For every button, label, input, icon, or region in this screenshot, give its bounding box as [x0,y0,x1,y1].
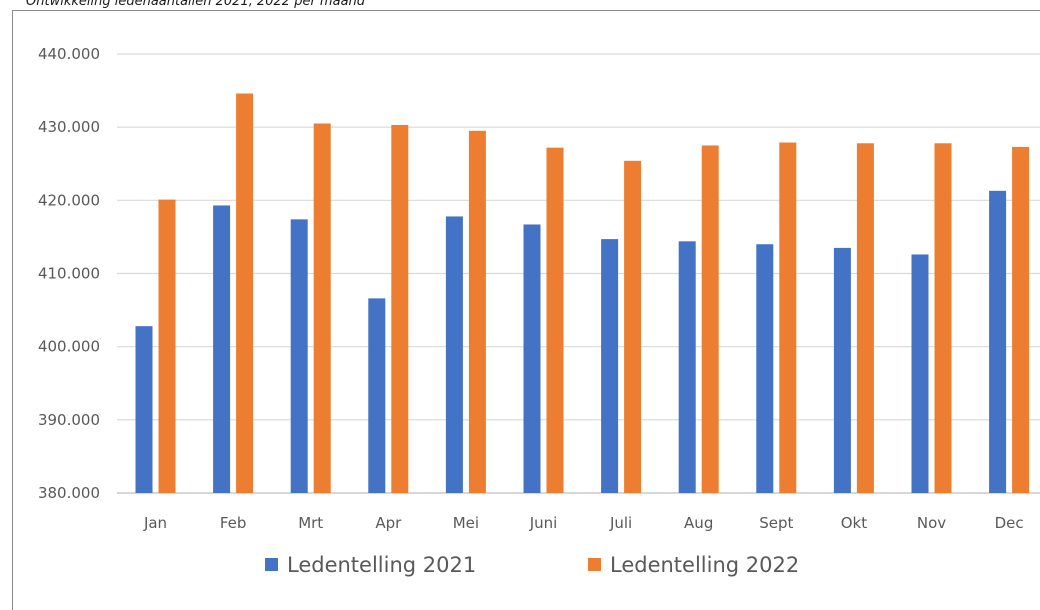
y-tick-label: 380.000 [38,484,100,502]
y-tick-label: 390.000 [38,411,100,429]
chart-frame [12,10,1040,610]
bar-series1-dec [989,190,1007,494]
y-tick-label: 420.000 [38,191,100,209]
legend-label: Ledentelling 2021 [287,553,476,577]
legend-swatch [265,558,278,571]
bar-series2-dec [1012,146,1030,493]
bar-series2-aug [701,145,719,494]
bars [135,93,1030,494]
y-tick-label: 400.000 [38,338,100,356]
bar-series2-juni [546,147,564,494]
bar-series1-sept [756,244,774,493]
x-tick-label: Okt [841,514,867,532]
bar-series1-aug [678,241,696,493]
legend: Ledentelling 2021 Ledentelling 2022 [265,553,799,577]
bar-series1-juli [601,239,619,493]
x-tick-label: Feb [220,514,247,532]
x-tick-label: Dec [995,514,1024,532]
chart-caption: Ontwikkeling ledenaantallen 2021, 2022 p… [26,0,366,9]
x-tick-label: Juli [609,514,632,532]
bar-series2-jan [158,199,176,493]
legend-swatch [588,558,601,571]
x-tick-label: Sept [759,514,793,532]
gridlines [117,53,1040,494]
y-tick-label: 410.000 [38,265,100,283]
y-tick-label: 440.000 [38,45,100,63]
x-tick-label: Mrt [298,514,323,532]
bar-series2-mei [468,130,486,493]
x-tick-label: Nov [917,514,946,532]
bar-series2-mrt [313,123,331,493]
x-tick-label: Mei [453,514,479,532]
x-tick-label: Aug [684,514,713,532]
bar-series1-jan [135,326,153,493]
bar-series1-mrt [290,219,308,493]
x-tick-label: Apr [375,514,402,532]
bar-series1-feb [213,205,231,493]
bar-series2-nov [934,143,952,493]
bar-series2-juli [624,160,642,493]
x-tick-label: Jan [143,514,167,532]
bar-series1-okt [833,247,851,493]
bar-series2-feb [236,93,254,493]
x-tick-label: Juni [529,514,558,532]
y-axis-tick-labels: 380.000 390.000 400.000 410.000 420.000 430.0… [38,45,100,502]
legend-label: Ledentelling 2022 [610,553,799,577]
bar-series1-apr [368,298,386,493]
y-tick-label: 430.000 [38,118,100,136]
bar-series1-nov [911,254,929,493]
bar-series2-okt [856,143,874,493]
bar-chart: 380.000 390.000 400.000 410.000 420.000 430.0… [38,45,1040,577]
bar-series2-sept [779,142,797,493]
bar-series2-apr [391,124,409,493]
bar-series1-mei [445,216,463,493]
bar-series1-juni [523,224,541,493]
x-axis-tick-labels: Jan Feb Mrt Apr Mei Juni Juli Aug Sept Okt Nov Dec [143,514,1024,532]
